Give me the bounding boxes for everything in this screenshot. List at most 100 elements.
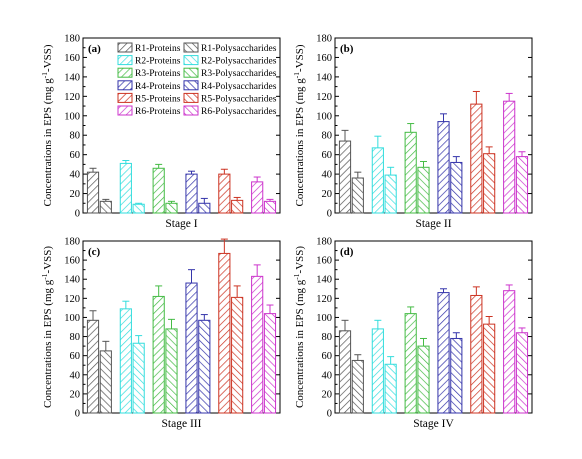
bar-r1-proteins — [86, 171, 100, 214]
y-tick-label: 80 — [322, 332, 333, 343]
legend-swatch — [117, 92, 133, 103]
bar-r3-polysaccharides — [417, 166, 430, 214]
legend-label: R6-Proteins — [135, 107, 181, 117]
y-axis-label: Concentrations in EPS (mg g-1-VSS) — [40, 246, 55, 408]
y-tick-label: 100 — [316, 111, 332, 122]
y-tick-label: 60 — [70, 150, 81, 161]
y-tick-label: 180 — [316, 237, 332, 248]
bar-r2-proteins — [371, 328, 384, 414]
y-tick-label: 0 — [75, 209, 80, 220]
bar-r4-polysaccharides — [198, 319, 211, 414]
legend-label: R4-Proteins — [135, 82, 181, 92]
panel-2: 0 20 40 60 80 100 120 140 160 180 Concentrations i… — [40, 237, 281, 430]
bar-r5-polysaccharides — [231, 199, 244, 214]
bar-r2-polysaccharides — [132, 342, 145, 414]
bar-r3-proteins — [404, 131, 417, 214]
bar-r2-polysaccharides — [132, 203, 145, 214]
legend-label: R3-Polysaccharides — [201, 69, 277, 79]
y-tick-label: 180 — [64, 34, 80, 45]
y-tick-label: 100 — [64, 313, 80, 324]
bar-r1-polysaccharides — [351, 359, 364, 414]
bar-r4-proteins — [185, 173, 198, 214]
bar-r5-polysaccharides — [483, 153, 496, 214]
bar-r1-proteins — [338, 330, 352, 414]
y-tick-label: 160 — [316, 256, 332, 267]
y-tick-label: 20 — [322, 189, 333, 200]
y-tick-label: 20 — [322, 389, 333, 400]
bar-r3-proteins — [152, 167, 165, 214]
bar-r6-proteins — [251, 275, 264, 414]
bar-r3-polysaccharides — [165, 202, 178, 214]
legend-swatch — [183, 55, 199, 66]
x-axis-label: Stage I — [165, 218, 197, 230]
panel-label: (d) — [340, 246, 354, 258]
legend-label: R3-Proteins — [135, 69, 181, 79]
legend-swatch — [183, 42, 199, 53]
bar-r2-proteins — [119, 308, 132, 414]
bar-r1-polysaccharides — [99, 200, 112, 214]
legend-label: R5-Proteins — [135, 94, 181, 104]
legend-label: R1-Proteins — [135, 44, 181, 54]
bar-r5-polysaccharides — [483, 323, 496, 414]
y-tick-label: 140 — [316, 275, 332, 286]
legend-label: R5-Polysaccharides — [201, 94, 277, 104]
bar-r6-polysaccharides — [515, 156, 529, 214]
y-tick-label: 80 — [70, 332, 81, 343]
bar-r4-proteins — [437, 121, 450, 214]
legend-swatch — [117, 80, 133, 91]
bar-r5-proteins — [218, 173, 231, 214]
y-tick-label: 40 — [322, 170, 333, 181]
y-tick-label: 120 — [64, 294, 80, 305]
y-tick-label: 0 — [327, 209, 332, 220]
bar-r6-proteins — [503, 100, 516, 214]
legend-swatch — [117, 105, 133, 116]
legend-swatch — [183, 80, 199, 91]
y-tick-label: 160 — [64, 256, 80, 267]
panel-label: (b) — [340, 43, 354, 55]
panel-1: 0 20 40 60 80 100 120 140 160 180 Concentrations i… — [292, 34, 533, 230]
legend-swatch — [183, 92, 199, 103]
y-tick-label: 60 — [322, 150, 333, 161]
bar-r2-polysaccharides — [384, 174, 397, 214]
bar-r6-polysaccharides — [263, 200, 277, 214]
y-tick-label: 20 — [70, 189, 81, 200]
panel-label: (c) — [88, 246, 101, 258]
y-tick-label: 140 — [316, 72, 332, 83]
legend-label: R1-Polysaccharides — [201, 44, 277, 54]
panel-0: 0 20 40 60 80 100 120 140 160 180 Concentrations i… — [40, 34, 281, 230]
legend-label: R4-Polysaccharides — [201, 82, 277, 92]
legend-swatch — [117, 55, 133, 66]
y-tick-label: 120 — [64, 92, 80, 103]
y-tick-label: 120 — [316, 294, 332, 305]
x-axis-label: Stage IV — [413, 418, 454, 430]
y-tick-label: 60 — [70, 351, 81, 362]
plot-frame — [334, 37, 533, 214]
y-tick-label: 80 — [70, 131, 81, 142]
panel-3: 0 20 40 60 80 100 120 140 160 180 Concentrations i… — [292, 237, 533, 430]
legend-swatch — [117, 67, 133, 78]
bar-r1-proteins — [338, 140, 352, 214]
y-tick-label: 80 — [322, 131, 333, 142]
bar-r6-polysaccharides — [515, 332, 529, 414]
plot-frame — [82, 240, 281, 414]
bar-r4-polysaccharides — [450, 337, 463, 414]
legend-swatch — [117, 42, 133, 53]
bar-r3-polysaccharides — [417, 345, 430, 414]
bar-r6-polysaccharides — [263, 313, 277, 414]
y-axis-label: Concentrations in EPS (mg g-1-VSS) — [292, 246, 307, 408]
y-tick-label: 100 — [316, 313, 332, 324]
bar-r6-proteins — [251, 181, 264, 214]
y-tick-label: 160 — [316, 53, 332, 64]
y-tick-label: 40 — [70, 370, 81, 381]
bar-r5-proteins — [470, 294, 483, 414]
legend-label: R2-Proteins — [135, 57, 181, 67]
bar-r4-proteins — [437, 292, 450, 414]
y-tick-label: 60 — [322, 351, 333, 362]
bar-r2-proteins — [119, 162, 132, 214]
y-axis-label: Concentrations in EPS (mg g-1-VSS) — [40, 44, 55, 206]
bar-r4-proteins — [185, 282, 198, 414]
y-tick-label: 20 — [70, 389, 81, 400]
bar-r3-proteins — [404, 313, 417, 414]
y-axis-label: Concentrations in EPS (mg g-1-VSS) — [292, 44, 307, 206]
bar-r2-polysaccharides — [384, 363, 397, 414]
